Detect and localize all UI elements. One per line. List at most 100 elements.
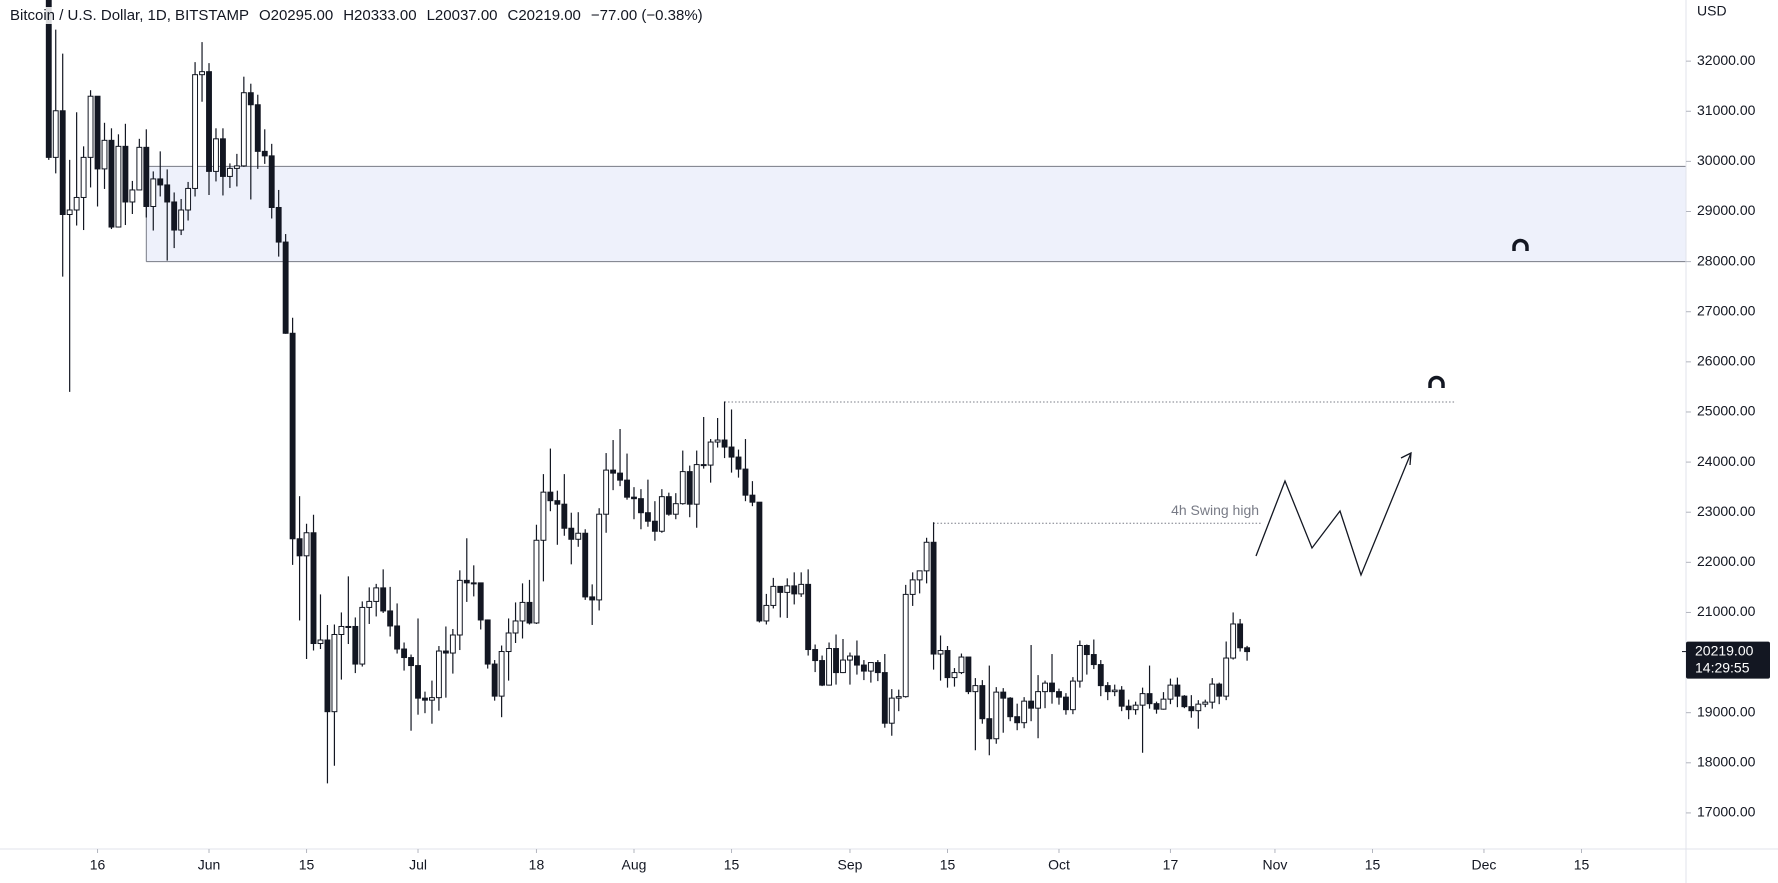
y-tick-label: 17000.00 <box>1697 804 1756 820</box>
candle-body <box>763 604 770 622</box>
candle-body <box>1230 623 1237 659</box>
candle-body <box>944 650 951 679</box>
candle-body <box>693 464 700 505</box>
candle-body <box>881 672 888 724</box>
candle-body <box>1021 700 1028 724</box>
candle-body <box>1056 691 1062 698</box>
candle-body <box>895 696 902 699</box>
candle-body <box>1146 693 1153 705</box>
candle-body <box>874 662 881 674</box>
x-tick-label: Jun <box>198 857 221 873</box>
x-tick-label: 18 <box>529 857 545 873</box>
candle-body <box>603 469 610 515</box>
candle-body <box>519 601 526 622</box>
candle-body <box>798 583 805 595</box>
candle-body <box>136 146 143 191</box>
candle-body <box>1118 689 1125 707</box>
candle-body <box>115 145 122 228</box>
candle-body <box>1028 700 1035 709</box>
candle-body <box>610 469 617 474</box>
candle-body <box>512 620 519 634</box>
candle-body <box>359 606 366 665</box>
x-tick-label: Oct <box>1048 857 1070 873</box>
candle-body <box>456 579 463 636</box>
candle-body <box>631 496 637 500</box>
candle-body <box>986 718 993 740</box>
candle-body <box>1063 696 1069 711</box>
candle-body <box>477 582 484 621</box>
candle-body <box>1244 647 1251 653</box>
candle-body <box>52 110 59 158</box>
x-tick-label: Jul <box>409 857 427 873</box>
candle-body <box>651 520 658 532</box>
candle-body <box>721 439 728 448</box>
candle-body <box>770 585 777 606</box>
candle-body <box>714 439 721 443</box>
candle-body <box>282 241 289 334</box>
candle-body <box>143 146 150 207</box>
candle-body <box>1160 698 1167 710</box>
ohlc-open: O20295.00 <box>258 7 334 24</box>
ohlc-low: L20037.00 <box>426 7 498 24</box>
candle-body <box>937 650 944 655</box>
candle-body <box>589 596 596 601</box>
x-tick-label: 17 <box>1163 857 1179 873</box>
candle-body <box>324 639 331 713</box>
candle-body <box>247 92 254 106</box>
candle-body <box>122 145 129 203</box>
candle-body <box>638 498 644 514</box>
candle-body <box>1035 691 1042 709</box>
candle-body <box>373 587 380 602</box>
candle-body <box>756 501 763 622</box>
ohlc-change: −77.00 (−0.38%) <box>590 7 703 24</box>
candle-body <box>840 659 846 674</box>
x-tick-label: 15 <box>1365 857 1381 873</box>
y-tick-label: 23000.00 <box>1697 503 1756 519</box>
candle-body <box>101 139 108 170</box>
candle-body <box>449 634 456 654</box>
candle-body <box>66 209 73 216</box>
candle-body <box>826 648 833 686</box>
candle-body <box>930 541 937 655</box>
candle-body <box>728 446 735 458</box>
candle-body <box>380 587 387 612</box>
candle-body <box>498 651 505 697</box>
candle-body <box>317 639 324 645</box>
candle-body <box>422 697 428 701</box>
candle-body <box>1111 689 1118 693</box>
candle-body <box>707 441 714 466</box>
x-tick-label: 15 <box>299 857 315 873</box>
candle-body <box>331 633 338 713</box>
last-price-box <box>1686 641 1770 679</box>
candle-body <box>819 660 826 686</box>
candle-body <box>617 472 623 481</box>
candle-body <box>87 95 94 158</box>
candle-body <box>679 471 686 505</box>
candle-body <box>596 513 603 601</box>
candle-body <box>777 585 784 593</box>
y-tick-label: 21000.00 <box>1697 603 1756 619</box>
candle-body <box>909 579 916 595</box>
x-tick-label: 15 <box>940 857 956 873</box>
candle-body <box>1125 705 1132 711</box>
candle-body <box>1076 645 1083 682</box>
candle-body <box>463 579 470 584</box>
candle-body <box>401 648 408 659</box>
countdown-label: 14:29:55 <box>1695 659 1750 675</box>
level-label: 4h Swing high <box>1171 502 1259 518</box>
candle-body <box>700 464 707 467</box>
y-tick-label: 27000.00 <box>1697 302 1756 318</box>
candle-body <box>847 655 853 661</box>
candle-body <box>226 167 233 177</box>
x-tick-label: Dec <box>1472 857 1497 873</box>
candle-body <box>1153 703 1160 710</box>
y-tick-label: 31000.00 <box>1697 102 1756 118</box>
supply-zone <box>146 166 1686 262</box>
candle-body <box>979 685 986 720</box>
candle-body <box>505 632 512 653</box>
candle-body <box>533 539 540 624</box>
y-tick-label: 32000.00 <box>1697 52 1756 68</box>
candle-body <box>352 625 359 665</box>
candle-body <box>387 610 394 627</box>
